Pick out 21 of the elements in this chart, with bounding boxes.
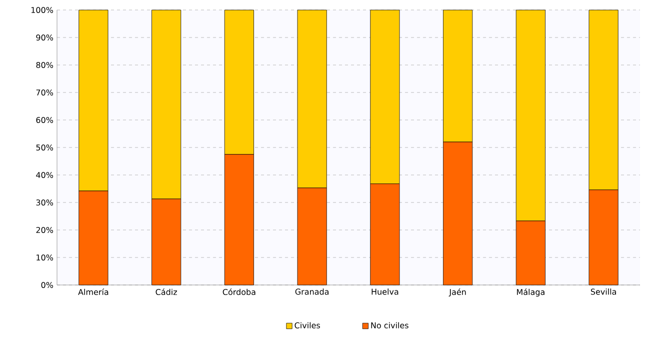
- x-tick-label: Córdoba: [222, 288, 256, 296]
- x-tick-label: Granada: [295, 288, 329, 295]
- x-tick-label: Sevilla: [590, 288, 616, 295]
- x-tick-label: Almería: [78, 288, 108, 296]
- y-tick-label: 90%: [36, 34, 54, 41]
- y-tick-label: 60%: [36, 116, 54, 124]
- y-tick-label: 0%: [41, 282, 54, 288]
- y-tick-label: 50%: [36, 144, 54, 151]
- y-tick-label: 80%: [36, 62, 54, 68]
- y-tick-label: 10%: [36, 254, 54, 261]
- x-tick-label: Cádiz: [156, 288, 177, 296]
- y-tick-label: 20%: [36, 226, 54, 234]
- x-tick-label: Huelva: [372, 288, 398, 295]
- legend-label: Civiles: [294, 322, 320, 328]
- x-tick-label: Jaén: [448, 288, 466, 297]
- y-tick-label: 70%: [36, 89, 54, 96]
- x-tick-label: Málaga: [517, 288, 544, 297]
- y-tick-label: 40%: [36, 172, 54, 178]
- legend-label: No civiles: [371, 322, 408, 328]
- y-tick-label: 30%: [36, 199, 54, 206]
- y-tick-label: 100%: [31, 6, 54, 14]
